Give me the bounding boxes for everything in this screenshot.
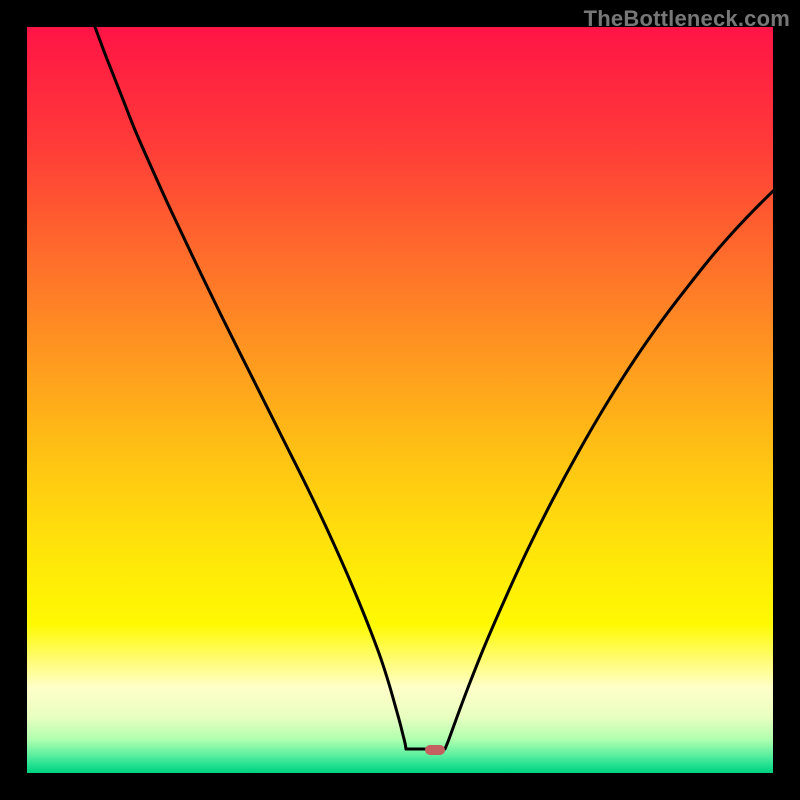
plot-area	[27, 27, 773, 773]
chart-frame: TheBottleneck.com	[0, 0, 800, 800]
bottleneck-chart-svg	[27, 27, 773, 773]
minimum-marker	[425, 745, 445, 755]
